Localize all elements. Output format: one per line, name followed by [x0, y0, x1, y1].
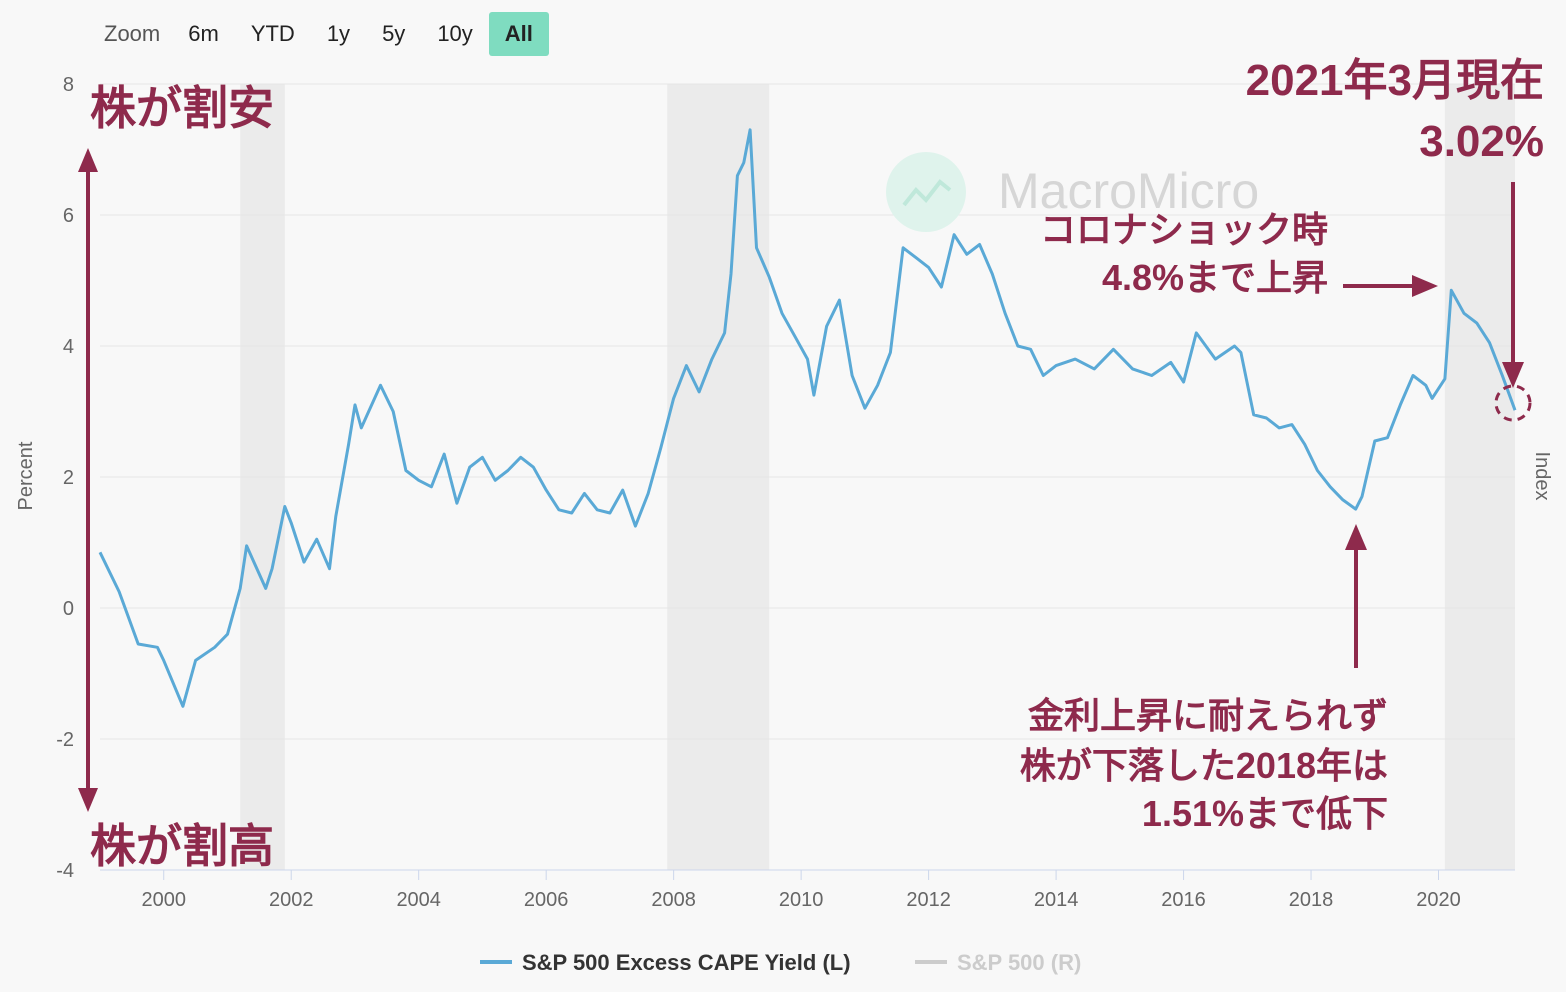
low-arrow-head	[1345, 524, 1367, 550]
x-axis-ticks: 2000 2002 2004 2006 2008 2010 2012 2014 2016 2018…	[141, 870, 1461, 911]
x-tick-label: 2006	[524, 889, 569, 911]
legend-item-sp500[interactable]: S&P 500 (R)	[915, 950, 1081, 975]
zoom-button-ytd[interactable]: YTD	[250, 21, 295, 46]
y-tick-label: 4	[63, 336, 74, 358]
left-arrow-down-head	[78, 788, 98, 812]
y-tick-label: 0	[63, 598, 74, 620]
watermark-logo-icon	[886, 152, 966, 232]
zoom-button-all[interactable]: All	[488, 12, 549, 56]
zoom-toolbar: Zoom 6m YTD 1y 5y 10y All	[92, 12, 549, 56]
current-arrow-head	[1502, 362, 1524, 388]
zoom-button-10y[interactable]: 10y	[437, 21, 473, 46]
zoom-button-1y[interactable]: 1y	[326, 21, 351, 46]
y-tick-label: -4	[56, 860, 74, 882]
annotation-covid-value: 4.8%まで上昇	[1102, 257, 1328, 298]
y-tick-label: -2	[56, 729, 74, 751]
y-tick-label: 6	[63, 205, 74, 227]
x-tick-label: 2008	[651, 889, 696, 911]
x-tick-label: 2012	[906, 889, 951, 911]
zoom-button-6m[interactable]: 6m	[188, 21, 219, 46]
annotation-low-line2: 株が下落した2018年は	[1020, 745, 1388, 786]
x-tick-label: 2016	[1161, 889, 1206, 911]
covid-arrow-head	[1412, 275, 1438, 297]
x-tick-label: 2010	[779, 889, 824, 911]
annotation-texts: 株が割安 株が割高 2021年3月現在 3.02% コロナショック時 4.8%ま…	[90, 56, 1544, 872]
x-tick-label: 2018	[1289, 889, 1334, 911]
watermark-logo-line	[902, 179, 952, 207]
annotation-low-line1: 金利上昇に耐えられず	[1027, 695, 1388, 736]
grid	[100, 83, 1515, 740]
legend-item-excess-cape-yield[interactable]: S&P 500 Excess CAPE Yield (L)	[480, 950, 851, 975]
x-tick-label: 2020	[1416, 889, 1461, 911]
left-arrow-up-head	[78, 148, 98, 172]
y-tick-label: 2	[63, 467, 74, 489]
legend: S&P 500 Excess CAPE Yield (L) S&P 500 (R…	[480, 950, 1081, 975]
y-axis-ticks: -4 -2 0 2 4 6 8	[56, 74, 74, 882]
annotation-arrows	[78, 148, 1532, 812]
x-tick-label: 2014	[1034, 889, 1079, 911]
x-tick-label: 2004	[396, 889, 441, 911]
watermark-text: MacroMicro	[998, 163, 1259, 219]
annotation-covid-title: コロナショック時	[1040, 209, 1328, 250]
zoom-button-5y[interactable]: 5y	[382, 21, 406, 46]
annotation-current-date: 2021年3月現在	[1246, 56, 1544, 105]
zoom-label: Zoom	[104, 21, 161, 46]
annotation-overvalued: 株が割高	[90, 820, 274, 872]
annotation-low-line3: 1.51%まで低下	[1142, 793, 1388, 834]
legend-label-sp500: S&P 500 (R)	[957, 950, 1081, 975]
x-tick-label: 2000	[141, 889, 186, 911]
x-tick-label: 2002	[269, 889, 314, 911]
y-axis-label: Percent	[15, 441, 37, 510]
y2-axis-label: Index	[1531, 452, 1553, 501]
current-value-marker	[1494, 384, 1532, 422]
annotation-undervalued: 株が割安	[90, 82, 274, 134]
series-line-excess-cape-yield	[98, 128, 1517, 708]
watermark: MacroMicro	[886, 152, 1259, 232]
annotation-current-value: 3.02%	[1419, 117, 1544, 166]
y-tick-label: 8	[63, 74, 74, 96]
legend-label-excess-cape-yield: S&P 500 Excess CAPE Yield (L)	[522, 950, 851, 975]
